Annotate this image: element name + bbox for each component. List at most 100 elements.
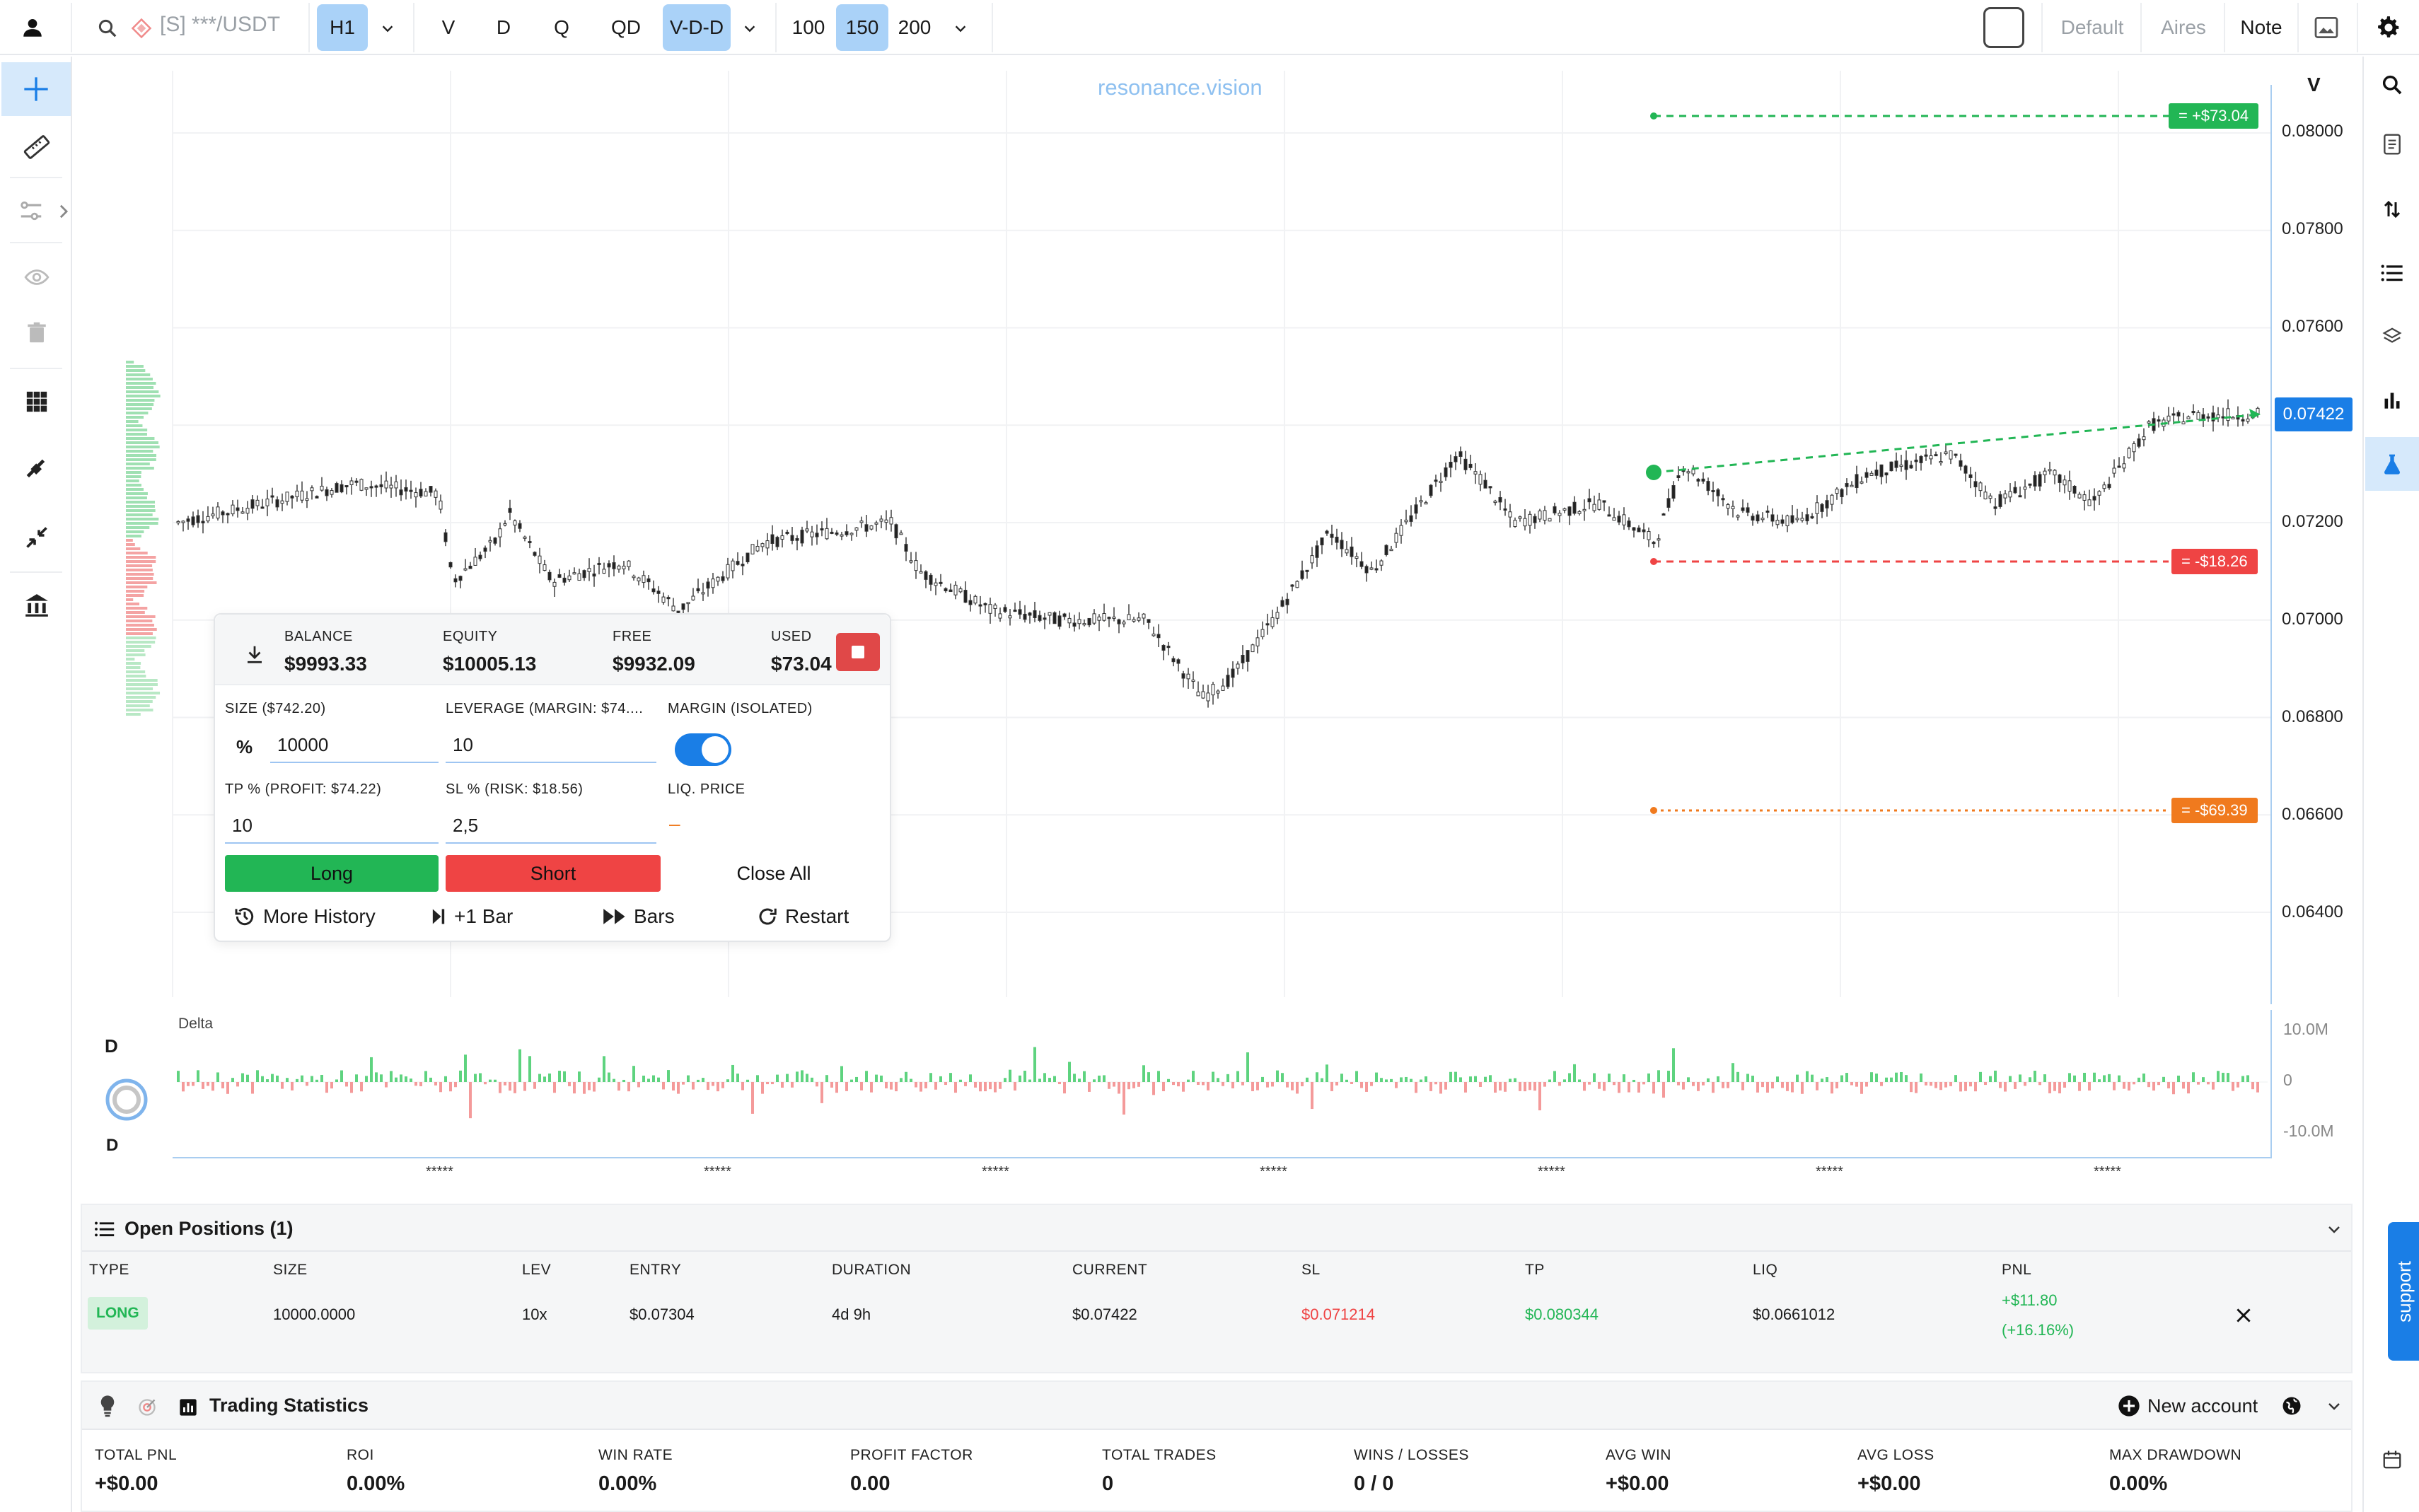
delta-bar	[1558, 1082, 1561, 1086]
crosshair-tool-icon[interactable]	[1, 62, 71, 116]
delta-bar	[736, 1074, 739, 1082]
bank-institution-icon[interactable]	[17, 586, 57, 625]
sort-arrows-icon[interactable]	[2375, 192, 2409, 226]
view-button-vdd[interactable]: V-D-D	[663, 4, 731, 51]
view-button-d[interactable]: D	[496, 16, 511, 38]
timeframe-chevron-down-icon[interactable]	[373, 14, 402, 42]
trading-panel: BALANCE $9993.33 EQUITY $10005.13 FREE $…	[214, 613, 891, 942]
download-icon[interactable]	[240, 640, 269, 668]
stop-loss-label[interactable]: = -$18.26	[2171, 549, 2258, 574]
bar-chart-icon[interactable]	[2375, 383, 2409, 417]
image-icon[interactable]	[2310, 11, 2343, 44]
delta-bar	[1519, 1082, 1521, 1091]
symbol-input[interactable]: [S] ***/USDT	[160, 13, 281, 36]
bar-count-100[interactable]: 100	[791, 16, 825, 38]
stop-button[interactable]	[836, 633, 880, 671]
grid-layout-icon[interactable]	[17, 382, 57, 421]
view-button-q[interactable]: Q	[554, 16, 569, 38]
candle-body	[592, 574, 596, 577]
take-profit-label[interactable]: = +$73.04	[2169, 103, 2259, 129]
more-history-button[interactable]: More History	[233, 899, 376, 934]
chart-bottom-border	[173, 1157, 2272, 1158]
layout-note-button[interactable]: Note	[2240, 16, 2282, 38]
size-unit[interactable]: %	[236, 736, 253, 757]
candle-body	[409, 489, 413, 492]
link-tools-icon[interactable]	[17, 450, 57, 489]
search-icon[interactable]	[93, 14, 122, 42]
liquidation-label[interactable]: = -$69.39	[2171, 798, 2258, 823]
expand-chevron-right-icon[interactable]	[55, 199, 72, 223]
axis-mode-toggle[interactable]: V	[2307, 74, 2321, 95]
delta-bar	[924, 1082, 927, 1088]
delta-bar	[994, 1082, 997, 1093]
stat-roi-value: 0.00%	[347, 1472, 405, 1495]
notes-document-icon[interactable]	[2375, 127, 2409, 161]
search-icon[interactable]	[2375, 68, 2409, 102]
timeframe-button[interactable]: H1	[317, 4, 368, 51]
support-tab[interactable]: support	[2388, 1222, 2419, 1361]
view-button-v[interactable]: V	[441, 16, 456, 38]
candle-body	[1463, 458, 1468, 470]
compress-arrows-icon[interactable]	[17, 518, 57, 557]
delta-bar	[345, 1082, 348, 1087]
candle-body	[1216, 690, 1220, 694]
bar-count-200[interactable]: 200	[898, 16, 932, 38]
delta-bar	[1113, 1082, 1115, 1087]
layout-aires-button[interactable]: Aires	[2161, 16, 2206, 38]
delta-bar	[1736, 1071, 1739, 1082]
bar-count-150[interactable]: 150	[836, 4, 888, 51]
candle-body	[1137, 617, 1141, 621]
candle-body	[1612, 517, 1616, 521]
calendar-icon[interactable]	[2375, 1443, 2409, 1477]
leverage-input[interactable]: 10	[446, 728, 656, 763]
stats-chevron-down-icon[interactable]	[2321, 1393, 2347, 1419]
price-chart-canvas[interactable]	[74, 57, 2362, 1160]
globe-icon[interactable]	[2279, 1393, 2304, 1419]
delta-bar	[731, 1064, 734, 1082]
delta-bar	[1964, 1082, 1967, 1091]
candle-body	[2107, 484, 2111, 489]
layers-icon[interactable]	[2375, 320, 2409, 354]
trash-icon[interactable]	[17, 313, 57, 352]
new-account-button[interactable]: New account	[2118, 1392, 2258, 1420]
user-icon[interactable]	[10, 6, 55, 50]
restart-button[interactable]: Restart	[757, 899, 849, 934]
bar-count-chevron-down-icon[interactable]	[946, 14, 975, 42]
eye-visibility-icon[interactable]	[17, 257, 57, 297]
layout-default-button[interactable]: Default	[2060, 16, 2124, 38]
bars-button[interactable]: Bars	[603, 899, 675, 934]
delta-bar	[1776, 1076, 1779, 1082]
tp-input[interactable]: 10	[225, 808, 439, 844]
flask-lab-icon[interactable]	[2365, 437, 2419, 491]
list-icon[interactable]	[2375, 256, 2409, 290]
candle-body	[587, 568, 591, 572]
size-input[interactable]: 10000	[270, 728, 439, 763]
plus-one-bar-button[interactable]: +1 Bar	[430, 899, 513, 934]
delta-bar	[1439, 1082, 1442, 1094]
collapse-chevron-down-icon[interactable]	[2321, 1216, 2347, 1242]
indicator-loader-icon[interactable]	[102, 1075, 151, 1124]
chart-area[interactable]	[74, 57, 2362, 1160]
margin-toggle[interactable]	[675, 733, 731, 766]
close-all-button[interactable]: Close All	[736, 862, 811, 884]
delta-bar	[1469, 1076, 1472, 1082]
view-button-qd[interactable]: QD	[611, 16, 641, 38]
layout-checkbox[interactable]	[1983, 7, 2024, 48]
view-chevron-down-icon[interactable]	[736, 14, 764, 42]
delta-bar	[622, 1079, 625, 1082]
delta-bar	[271, 1074, 274, 1082]
short-button[interactable]: Short	[446, 855, 661, 892]
settings-gear-icon[interactable]	[2371, 10, 2406, 45]
target-icon[interactable]	[134, 1395, 160, 1420]
delta-bar	[1286, 1082, 1289, 1088]
sl-input[interactable]: 2,5	[446, 808, 656, 844]
close-position-x-icon[interactable]	[2229, 1301, 2258, 1330]
lightbulb-icon[interactable]	[95, 1393, 120, 1419]
delta-bar	[1741, 1082, 1744, 1091]
delta-bar	[395, 1077, 398, 1082]
long-button[interactable]: Long	[225, 855, 439, 892]
candle-body	[543, 564, 547, 571]
ruler-tool-icon[interactable]	[17, 127, 57, 167]
delta-bar	[1489, 1075, 1492, 1082]
drawing-tools-icon[interactable]	[11, 191, 51, 231]
